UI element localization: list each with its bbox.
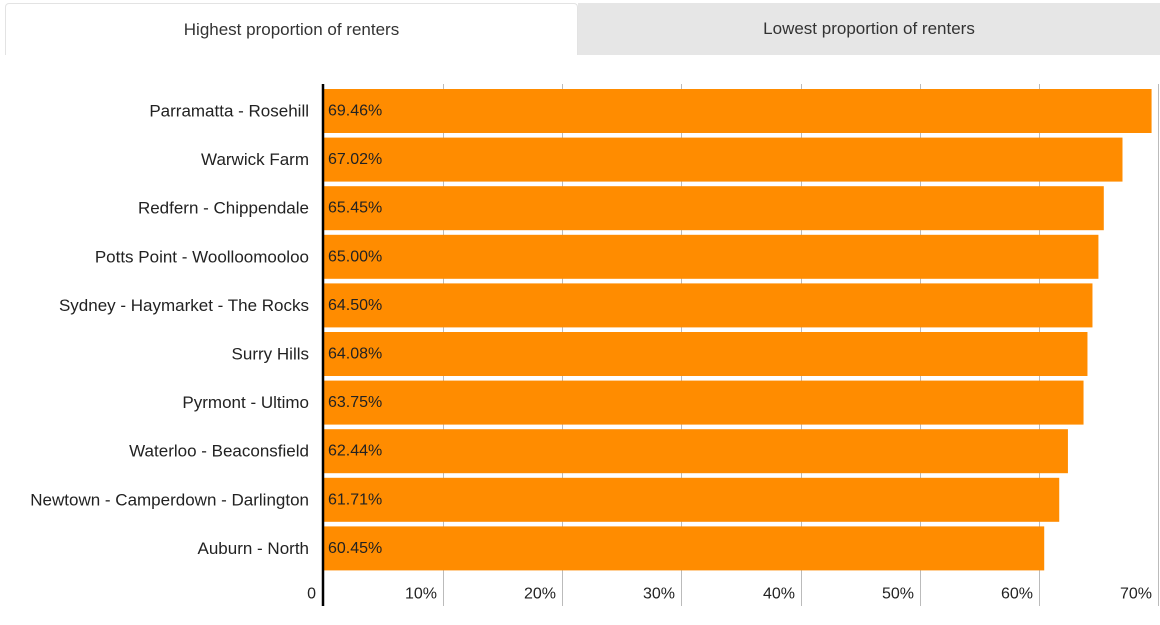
- bar: [324, 429, 1068, 474]
- bar-value-label: 62.44%: [328, 443, 382, 460]
- bar: [324, 526, 1045, 571]
- x-tick-label: 40%: [763, 586, 795, 603]
- x-tick-label: 30%: [643, 586, 675, 603]
- x-tick-label: 50%: [882, 586, 914, 603]
- category-label: Auburn - North: [198, 539, 310, 558]
- x-tick-label: 0: [307, 586, 316, 603]
- x-tick-label: 10%: [405, 586, 437, 603]
- bar: [324, 477, 1060, 522]
- tab-highest-renters[interactable]: Highest proportion of renters: [5, 3, 578, 55]
- x-tick-label: 20%: [524, 586, 556, 603]
- category-label: Parramatta - Rosehill: [149, 102, 309, 121]
- x-tick-label: 60%: [1001, 586, 1033, 603]
- bar-value-label: 64.08%: [328, 346, 382, 363]
- category-label: Newtown - Camperdown - Darlington: [30, 490, 309, 509]
- bar-value-label: 61.71%: [328, 491, 382, 508]
- bar: [324, 332, 1088, 376]
- category-label: Potts Point - Woolloomooloo: [95, 247, 309, 266]
- category-label: Waterloo - Beaconsfield: [129, 442, 309, 461]
- tab-highest-renters-label: Highest proportion of renters: [183, 19, 400, 39]
- bar: [324, 137, 1123, 182]
- category-label: Redfern - Chippendale: [138, 199, 309, 218]
- category-label: Surry Hills: [232, 345, 309, 364]
- bar-value-label: 65.45%: [328, 200, 382, 217]
- bar: [324, 186, 1104, 231]
- bar-value-label: 63.75%: [328, 394, 382, 411]
- tab-lowest-renters-label: Lowest proportion of renters: [763, 19, 975, 38]
- category-label: Sydney - Haymarket - The Rocks: [59, 296, 309, 315]
- bar: [324, 283, 1093, 328]
- bar-value-label: 67.02%: [328, 151, 382, 168]
- bar: [324, 380, 1084, 425]
- x-tick-label: 70%: [1120, 586, 1152, 603]
- bar: [324, 234, 1099, 279]
- bar-value-label: 60.45%: [328, 540, 382, 557]
- category-label: Warwick Farm: [201, 150, 309, 169]
- tab-bar: Highest proportion of renters Lowest pro…: [5, 0, 1160, 55]
- bar-value-label: 64.50%: [328, 297, 382, 314]
- category-label: Pyrmont - Ultimo: [182, 393, 309, 412]
- bar-value-label: 69.46%: [328, 103, 382, 120]
- bar: [324, 89, 1152, 133]
- tab-lowest-renters[interactable]: Lowest proportion of renters: [578, 3, 1160, 55]
- bar-value-label: 65.00%: [328, 248, 382, 265]
